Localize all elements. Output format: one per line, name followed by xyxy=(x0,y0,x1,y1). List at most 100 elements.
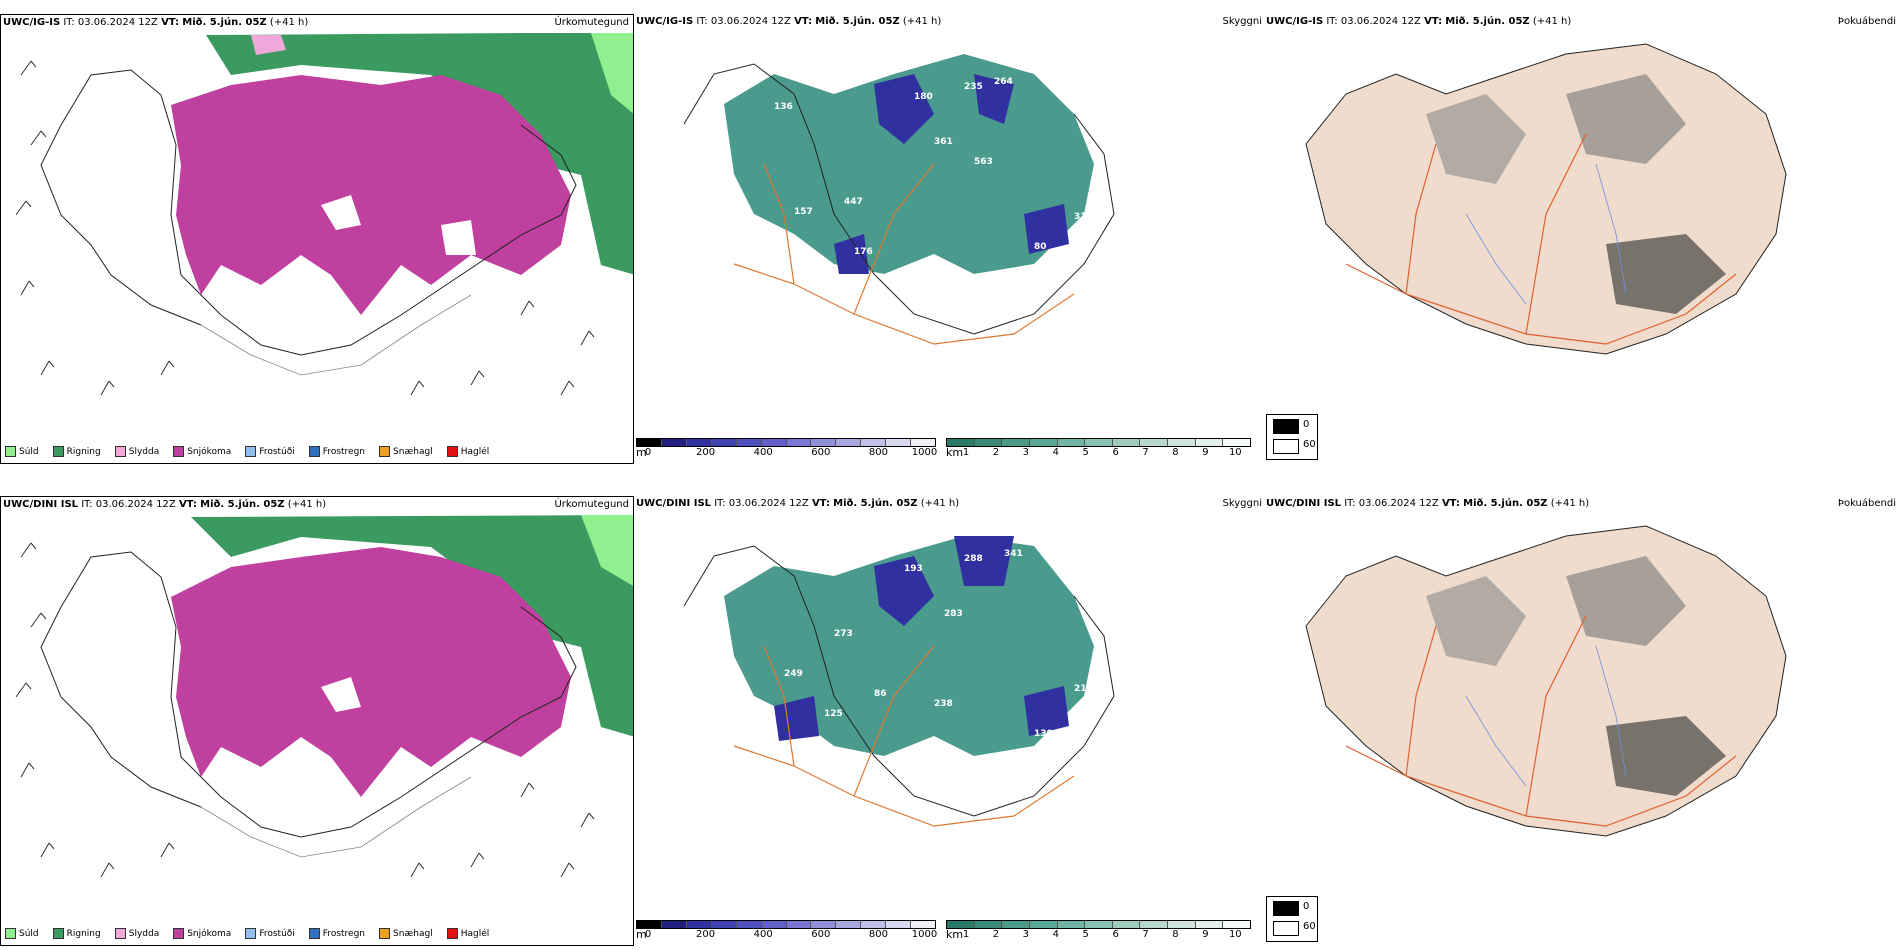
legend-label: Snæhagl xyxy=(393,446,433,457)
colorbar-m-cells xyxy=(636,920,936,929)
tick: 5 xyxy=(1082,447,1089,458)
it-value: 03.06.2024 12Z xyxy=(77,17,158,28)
precip-map-row2 xyxy=(15,515,633,878)
vt-label: VT: xyxy=(178,499,197,510)
panel-header: UWC/DINI ISL IT: 03.06.2024 12Z VT: Mið.… xyxy=(1266,498,1589,509)
legend-item-snow: Snjókoma xyxy=(173,928,231,939)
legend-label: Slydda xyxy=(128,446,160,457)
model-name: UWC/DINI ISL xyxy=(1266,498,1342,509)
tick: 400 xyxy=(753,447,773,458)
tick: 6 xyxy=(1112,447,1119,458)
gray-key-bottom: 60 xyxy=(1303,921,1316,932)
legend-swatch xyxy=(52,928,64,939)
fog-panel-row2: 0 60 UWC/DINI ISL IT: 03.06.2024 12Z VT:… xyxy=(1266,496,1900,946)
tick: 10 xyxy=(1228,447,1242,458)
legend-item-drizzle: Súld xyxy=(5,928,39,939)
panel-title-cloud: Skyggni xyxy=(1222,498,1262,509)
roads xyxy=(1345,133,1737,345)
panel-title-fog: Þokuábendi xyxy=(1837,498,1896,509)
it-value: 03.06.2024 12Z xyxy=(1358,498,1439,509)
tick: 6 xyxy=(1112,929,1119,940)
lead-time: (+41 h) xyxy=(269,17,309,28)
fog-gray-area xyxy=(1606,716,1726,796)
tick: 400 xyxy=(753,929,773,940)
fog-map-row2 xyxy=(1305,525,1787,837)
land-fog xyxy=(1305,525,1787,837)
drizzle-area xyxy=(591,33,633,114)
legend-label: Súld xyxy=(19,446,39,457)
tick: 7 xyxy=(1142,929,1149,940)
rain-area xyxy=(191,515,633,737)
tick: 2 xyxy=(992,447,1000,458)
cloud-number: 125 xyxy=(824,709,843,719)
contours xyxy=(200,776,472,858)
vt-value: Mið. 5.jún. 05Z xyxy=(833,498,918,509)
roads xyxy=(733,645,1075,827)
precip-legend: Súld Rigning Slydda Snjókoma Frostúði Fr… xyxy=(5,928,497,939)
panel-title-fog: Þokuábendi xyxy=(1837,16,1896,27)
legend-item-snow: Snjókoma xyxy=(173,446,231,457)
colorbar-km: km 1 2 3 4 5 6 7 8 9 10 xyxy=(946,438,1251,459)
legend-item-freezing-rain: Frostregn xyxy=(308,446,366,457)
legend-label: Súld xyxy=(19,928,39,939)
cloud-number: 341 xyxy=(1004,549,1023,559)
legend-swatch xyxy=(308,446,320,457)
colorbar-m-ticks: 0 200 400 600 800 1000 xyxy=(645,929,938,941)
tick: 1 xyxy=(962,929,970,940)
cloud-map-row2: 193 288 341 273 283 249 86 125 238 130 2… xyxy=(683,536,1115,827)
legend-swatch xyxy=(5,928,16,939)
legend-swatch xyxy=(5,446,16,457)
tick: 3 xyxy=(1022,929,1030,940)
legend-item-freezing-drizzle: Frostúði xyxy=(245,446,295,457)
model-name: UWC/IG-IS xyxy=(1266,16,1324,27)
legend-label: Haglél xyxy=(460,928,490,939)
tick: 4 xyxy=(1052,929,1059,940)
cloud-blue-area xyxy=(1024,686,1069,736)
gray-key: 0 60 xyxy=(1266,414,1318,460)
coastline xyxy=(683,545,1115,817)
vt-label: VT: xyxy=(1441,498,1460,509)
lead-time: (+41 h) xyxy=(1532,16,1572,27)
roads xyxy=(1345,615,1737,827)
legend-label: Frostregn xyxy=(322,446,366,457)
gray-key-swatch xyxy=(1273,439,1299,454)
tick: 9 xyxy=(1202,929,1209,940)
it-value: 03.06.2024 12Z xyxy=(95,499,176,510)
legend-item-sleet: Slydda xyxy=(114,928,160,939)
model-name: UWC/DINI ISL xyxy=(636,498,712,509)
snow-hole xyxy=(321,195,361,230)
cloud-number: 193 xyxy=(904,564,923,574)
panel-title-precip: Úrkomutegund xyxy=(554,17,629,28)
fog-gray-area xyxy=(1606,234,1726,314)
legend-item-freezing-drizzle: Frostúði xyxy=(245,928,295,939)
tick: 1000 xyxy=(911,929,938,940)
tick: 4 xyxy=(1052,447,1059,458)
legend-swatch xyxy=(379,928,391,939)
it-label: IT: xyxy=(1326,16,1338,27)
legend-label: Slydda xyxy=(128,928,160,939)
precip-legend: Súld Rigning Slydda Snjókoma Frostúði Fr… xyxy=(5,446,497,457)
cloud-number: 86 xyxy=(874,689,887,699)
legend-item-hail: Haglél xyxy=(446,446,489,457)
land-fog xyxy=(1305,43,1787,355)
cloud-number: 235 xyxy=(964,82,983,92)
wind-barbs xyxy=(15,60,595,396)
colorbar-km-ticks: 1 2 3 4 5 6 7 8 9 10 xyxy=(962,929,1251,941)
legend-item-snow-pellets: Snæhagl xyxy=(379,446,433,457)
cloud-number: 157 xyxy=(794,207,813,217)
colorbar-m: m 0 200 400 600 800 1000 xyxy=(636,438,937,459)
wind-barbs xyxy=(15,542,595,878)
vt-value: Mið. 5.jún. 05Z xyxy=(182,17,267,28)
fog-panel-row1: 0 60 UWC/IG-IS IT: 03.06.2024 12Z VT: Mi… xyxy=(1266,14,1900,464)
legend-swatch xyxy=(114,446,126,457)
colorbar-km-ticks: 1 2 3 4 5 6 7 8 9 10 xyxy=(963,447,1251,459)
it-label: IT: xyxy=(81,499,93,510)
it-value: 03.06.2024 12Z xyxy=(728,498,809,509)
it-label: IT: xyxy=(1344,498,1356,509)
tick: 7 xyxy=(1142,447,1149,458)
tick: 3 xyxy=(1022,447,1030,458)
it-label: IT: xyxy=(714,498,726,509)
cloud-number: 273 xyxy=(834,629,853,639)
vt-value: Mið. 5.jún. 05Z xyxy=(1463,498,1548,509)
cloud-base-labels: 136 180 235 264 361 563 157 447 176 80 3… xyxy=(774,77,1093,257)
